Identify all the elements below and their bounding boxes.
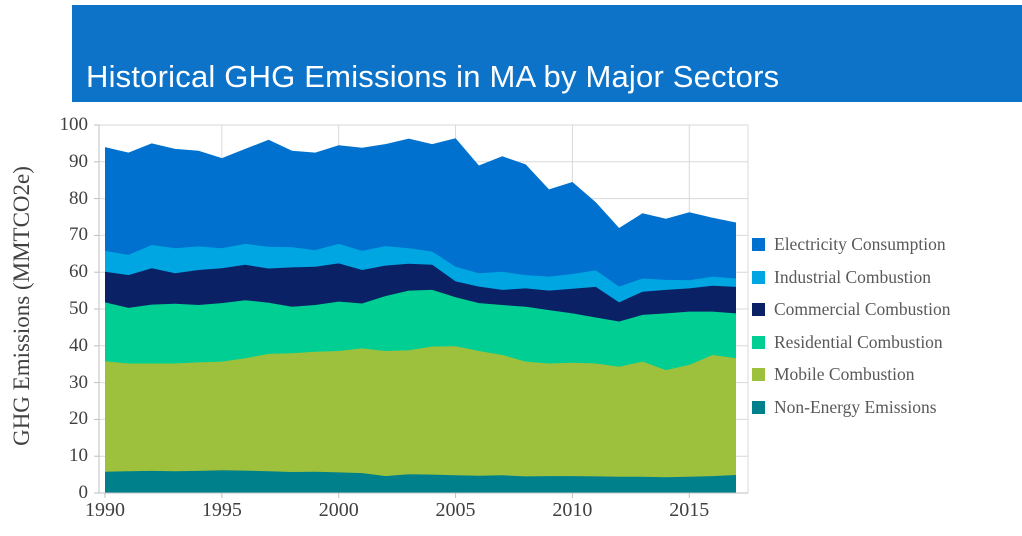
legend-swatch-residential-combustion — [752, 335, 765, 349]
legend-swatch-commercial-combustion — [752, 303, 765, 317]
x-tick-label: 1990 — [85, 499, 125, 521]
area-mobile-combustion — [105, 346, 736, 493]
legend-item-mobile-combustion: Mobile Combustion — [752, 364, 950, 385]
legend-item-residential-combustion: Residential Combustion — [752, 332, 950, 353]
x-tick-label: 1995 — [201, 499, 242, 521]
legend-label: Mobile Combustion — [774, 364, 915, 385]
stacked-area-chart — [94, 124, 749, 498]
y-tick-label: 10 — [69, 445, 88, 467]
chart-legend: Electricity Consumption Industrial Combus… — [752, 234, 950, 430]
x-tick-label: 2000 — [318, 499, 359, 521]
legend-swatch-mobile-combustion — [752, 368, 765, 382]
x-tick-label: 2010 — [552, 499, 593, 521]
legend-swatch-non-energy-emissions — [752, 400, 765, 414]
y-tick-label: 50 — [69, 298, 88, 319]
y-tick-label: 20 — [69, 408, 88, 430]
y-axis-title: GHG Emissions (MMTCO2e) — [9, 166, 34, 446]
legend-swatch-industrial-combustion — [752, 270, 765, 284]
legend-swatch-electricity-consumption — [752, 238, 765, 251]
page-title: Historical GHG Emissions in MA by Major … — [86, 59, 780, 94]
legend-item-electricity-consumption: Electricity Consumption — [752, 234, 950, 255]
legend-item-non-energy-emissions: Non-Energy Emissions — [752, 397, 950, 418]
y-tick-label: 40 — [69, 334, 88, 356]
x-tick-label: 2005 — [435, 499, 476, 521]
legend-label: Commercial Combustion — [774, 299, 951, 320]
y-tick-label: 70 — [69, 224, 88, 246]
y-tick-label: 60 — [69, 261, 88, 283]
y-tick-label: 100 — [59, 114, 89, 135]
y-tick-label: 90 — [69, 150, 88, 172]
y-tick-label: 0 — [78, 482, 89, 503]
title-bar: Historical GHG Emissions in MA by Major … — [72, 5, 1022, 102]
area-non-energy-emissions — [105, 470, 736, 493]
legend-label: Industrial Combustion — [774, 266, 932, 287]
legend-label: Residential Combustion — [774, 331, 943, 352]
legend-label: Electricity Consumption — [774, 234, 946, 254]
legend-item-commercial-combustion: Commercial Combustion — [752, 299, 950, 320]
y-tick-label: 30 — [69, 371, 88, 393]
legend-label: Non-Energy Emissions — [774, 396, 937, 417]
x-tick-label: 2015 — [669, 499, 710, 521]
y-tick-label: 80 — [69, 187, 88, 209]
legend-item-industrial-combustion: Industrial Combustion — [752, 267, 950, 288]
